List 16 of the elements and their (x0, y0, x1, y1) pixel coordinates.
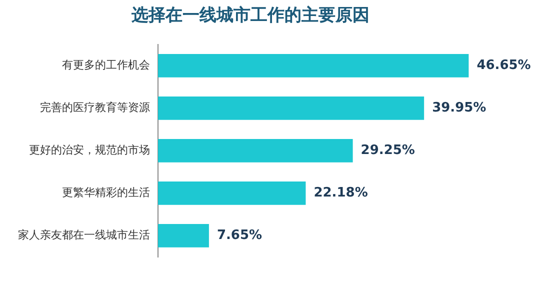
y-tick-label: 家人亲友都在一线城市生活 (18, 228, 150, 242)
bar (158, 224, 209, 248)
data-label: 39.95% (432, 100, 486, 116)
bar (158, 139, 353, 162)
data-label: 22.18% (314, 186, 368, 201)
bar (158, 96, 424, 120)
data-label: 29.25% (360, 143, 415, 158)
bar (158, 54, 469, 78)
data-label: 7.65% (216, 228, 262, 244)
y-tick-label: 更好的治安，规范的市场 (29, 144, 150, 157)
y-tick-label: 完善的医疗教育等资源 (40, 101, 150, 114)
bar (158, 182, 306, 205)
y-tick-label: 更繁华精彩的生活 (62, 186, 150, 200)
y-tick-label: 有更多的工作机会 (62, 58, 150, 72)
data-label: 46.65% (476, 58, 531, 74)
chart-title: 选择在一线城市工作的主要原因 (130, 6, 370, 26)
